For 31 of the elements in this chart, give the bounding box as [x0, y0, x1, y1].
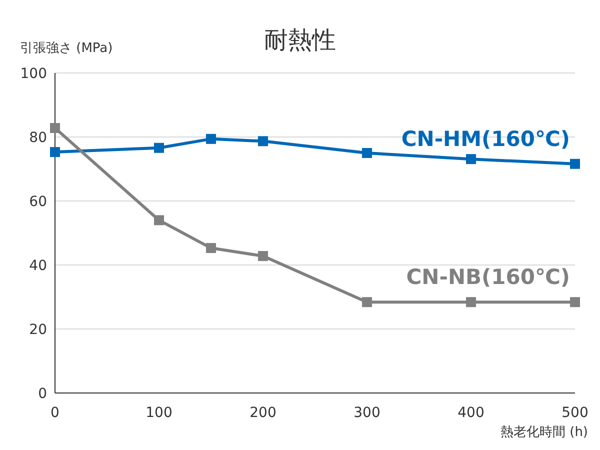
y-axis-title: 引張強さ (MPa): [20, 41, 113, 56]
point: [570, 297, 580, 308]
y-tick-label: 40: [29, 258, 47, 274]
point: [362, 297, 372, 308]
point: [154, 215, 164, 226]
point: [258, 136, 268, 146]
series-label: CN-HM(160℃): [401, 126, 570, 151]
y-tick-label: 20: [29, 322, 47, 338]
point: [466, 154, 476, 164]
x-tick-label: 500: [562, 405, 588, 421]
point: [466, 297, 476, 308]
y-tick-label: 100: [20, 66, 47, 82]
x-tick-label: 200: [250, 405, 276, 421]
y-tick-label: 80: [29, 130, 47, 146]
y-tick-label: 60: [29, 194, 47, 210]
point: [206, 134, 216, 144]
chart-title: 耐熱性: [264, 26, 336, 54]
point: [50, 147, 60, 158]
x-tick-label: 100: [146, 405, 172, 421]
x-axis-title: 熱老化時間 (h): [500, 425, 588, 440]
x-tick-label: 300: [354, 405, 380, 421]
point: [154, 142, 164, 153]
x-tick-label: 400: [458, 405, 484, 421]
series-label: CN-NB(160℃): [406, 265, 570, 290]
point: [570, 158, 580, 169]
y-tick-label: 0: [38, 386, 47, 402]
point: [50, 123, 60, 134]
point: [258, 251, 268, 262]
point: [362, 148, 372, 158]
point: [206, 243, 216, 254]
x-tick-label: 0: [50, 405, 60, 421]
